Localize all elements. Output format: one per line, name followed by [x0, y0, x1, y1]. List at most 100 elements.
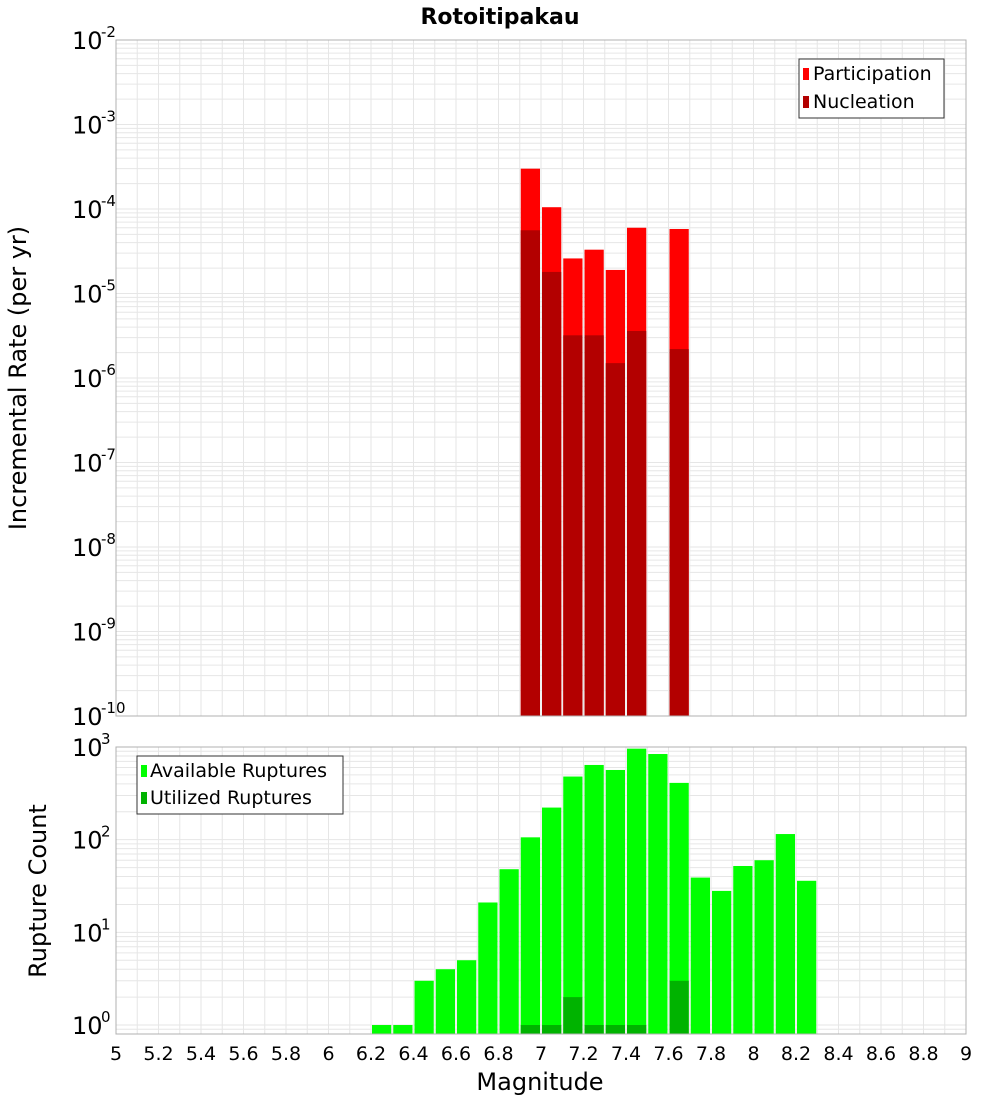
y-tick-base: 10: [72, 450, 103, 478]
x-axis-label: Magnitude: [476, 1068, 603, 1096]
count-bar-available-ruptures: [584, 764, 604, 1034]
y-tick-base: 10: [72, 827, 103, 855]
chart-title: Rotoitipakau: [420, 5, 579, 30]
x-tick-label: 8: [747, 1043, 759, 1065]
y-tick-exponent: -7: [101, 446, 116, 464]
count-bar-available-ruptures: [605, 769, 625, 1034]
count-bar-available-ruptures: [393, 1025, 413, 1034]
y-tick-exponent: -9: [101, 615, 116, 633]
rate-bars: [520, 168, 689, 717]
rate-bar-nucleation: [669, 349, 689, 716]
count-bar-available-ruptures: [478, 902, 498, 1034]
rate-y-tick-label: 10-10: [72, 699, 126, 731]
y-tick-base: 10: [72, 734, 103, 762]
rate-y-tick-label: 10-7: [72, 446, 116, 478]
count-bar-utilized-ruptures: [669, 980, 689, 1034]
count-bar-available-ruptures: [435, 969, 455, 1034]
count-bar-available-ruptures: [627, 748, 647, 1034]
y-tick-base: 10: [72, 703, 103, 731]
x-tick-label: 7.8: [696, 1043, 726, 1065]
count-y-tick-label: 100: [72, 1008, 111, 1040]
y-tick-exponent: -4: [101, 192, 116, 210]
count-bar-available-ruptures: [733, 865, 753, 1034]
count-bar-available-ruptures: [372, 1025, 392, 1034]
x-tick-label: 7.2: [568, 1043, 598, 1065]
x-tick-labels: 5 5.2 5.4 5.6 5.8 6 6.2 6.4 6.6 6.8 7 7.2 7.4 7.6 7.8 8…: [110, 1043, 972, 1065]
available-legend-swatch: [141, 765, 147, 777]
x-tick-label: 7.6: [653, 1043, 683, 1065]
y-tick-base: 10: [72, 619, 103, 647]
count-bar-available-ruptures: [457, 960, 477, 1034]
x-tick-label: 5.4: [186, 1043, 216, 1065]
y-tick-base: 10: [72, 1012, 103, 1040]
nucleation-legend-swatch: [803, 96, 809, 108]
x-tick-label: 6.4: [398, 1043, 428, 1065]
count-bar-utilized-ruptures: [520, 1025, 540, 1034]
x-tick-label: 8.4: [823, 1043, 853, 1065]
count-bar-available-ruptures: [520, 837, 540, 1034]
utilized-legend-label: Utilized Ruptures: [150, 787, 312, 809]
count-bar-utilized-ruptures: [627, 1025, 647, 1034]
y-tick-exponent: 0: [101, 1008, 111, 1026]
y-tick-base: 10: [72, 919, 103, 947]
count-bars: [372, 748, 817, 1034]
rate-gridlines: [115, 40, 967, 717]
rate-y-tick-label: 10-6: [72, 361, 116, 393]
count-bar-utilized-ruptures: [563, 997, 583, 1034]
participation-legend-swatch: [803, 68, 809, 80]
y-tick-exponent: -5: [101, 277, 116, 295]
count-bar-utilized-ruptures: [605, 1025, 625, 1034]
y-tick-exponent: -2: [101, 23, 116, 41]
count-bar-available-ruptures: [754, 860, 774, 1034]
y-tick-base: 10: [72, 27, 103, 55]
y-tick-base: 10: [72, 196, 103, 224]
count-legend: Available Ruptures Utilized Ruptures: [136, 755, 344, 815]
x-tick-label: 6.6: [441, 1043, 471, 1065]
rate-bar-nucleation: [520, 230, 540, 716]
y-tick-exponent: -8: [101, 530, 116, 548]
rate-bar-nucleation: [627, 330, 647, 716]
rate-bar-nucleation: [542, 271, 562, 716]
rate-y-tick-label: 10-2: [72, 23, 116, 55]
y-tick-exponent: 2: [101, 823, 111, 841]
x-tick-label: 9: [960, 1043, 972, 1065]
x-tick-label: 8.8: [908, 1043, 938, 1065]
x-tick-label: 5.6: [228, 1043, 258, 1065]
count-bar-available-ruptures: [797, 880, 817, 1034]
rate-y-axis-label: Incremental Rate (per yr): [4, 226, 32, 530]
nucleation-legend-label: Nucleation: [813, 91, 915, 113]
rate-y-tick-label: 10-5: [72, 277, 116, 309]
y-tick-exponent: -6: [101, 361, 116, 379]
y-tick-base: 10: [72, 534, 103, 562]
count-bar-available-ruptures: [563, 776, 583, 1034]
x-tick-label: 5.2: [143, 1043, 173, 1065]
rate-plot-frame: [115, 39, 967, 717]
x-tick-label: 6.2: [356, 1043, 386, 1065]
y-tick-base: 10: [72, 112, 103, 140]
rate-bar-nucleation: [584, 335, 604, 716]
count-y-tick-label: 102: [72, 823, 111, 855]
count-legend-box: [136, 755, 344, 815]
rate-y-tick-label: 10-3: [72, 108, 116, 140]
count-bar-available-ruptures: [775, 834, 795, 1034]
count-plot-frame: [115, 746, 967, 1035]
y-tick-exponent: 1: [101, 915, 111, 933]
count-bar-available-ruptures: [690, 877, 710, 1034]
count-bar-utilized-ruptures: [542, 1025, 562, 1034]
rate-legend: Participation Nucleation: [798, 58, 945, 119]
available-legend-label: Available Ruptures: [150, 760, 327, 782]
count-y-axis-label: Rupture Count: [24, 804, 52, 978]
x-tick-label: 7: [535, 1043, 547, 1065]
y-tick-exponent: 3: [101, 730, 111, 748]
rate-y-tick-label: 10-9: [72, 615, 116, 647]
count-y-tick-label: 101: [72, 915, 111, 947]
count-y-tick-label: 103: [72, 730, 111, 762]
rate-bar-nucleation: [563, 335, 583, 716]
x-tick-label: 8.6: [866, 1043, 896, 1065]
x-tick-label: 6.8: [483, 1043, 513, 1065]
